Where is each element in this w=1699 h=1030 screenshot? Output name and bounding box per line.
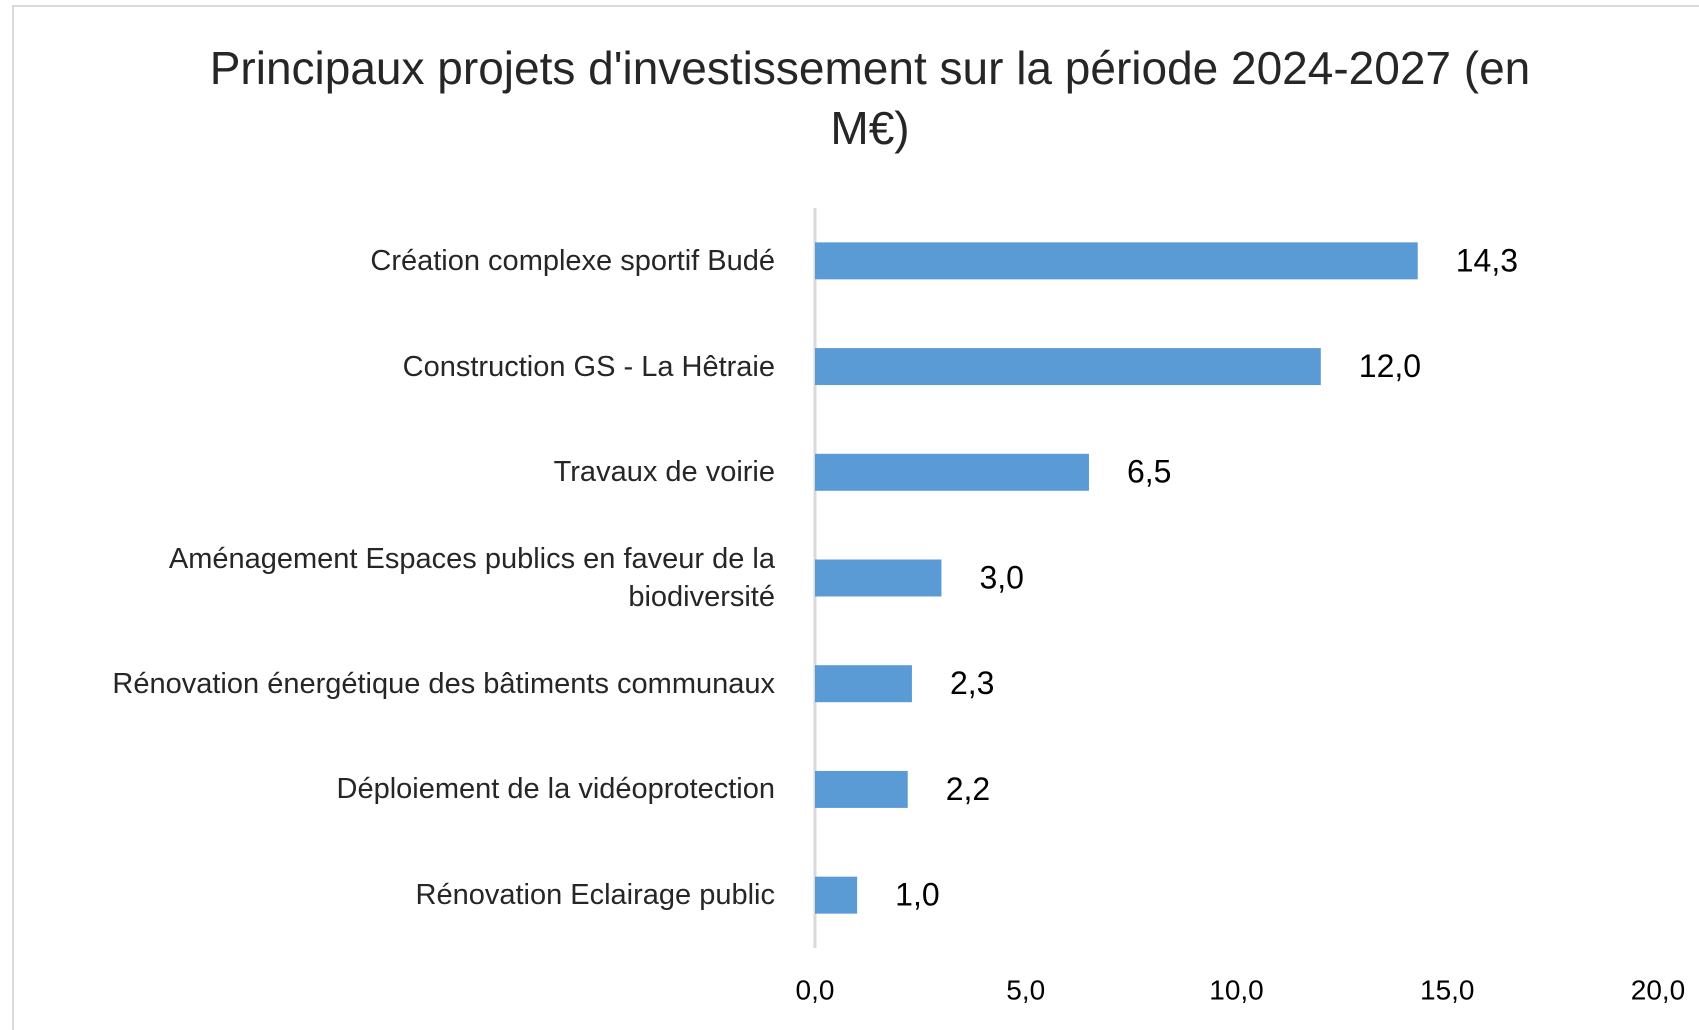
x-tick-label: 0,0 [796, 974, 835, 1005]
y-tick-label: Travaux de voirie [553, 456, 775, 489]
y-tick-label: Rénovation énergétique des bâtiments com… [112, 667, 775, 700]
x-tick-label: 5,0 [1006, 974, 1045, 1005]
data-label: 3,0 [979, 559, 1023, 595]
bar [815, 453, 1089, 491]
y-tick-label: Aménagement Espaces publics en faveur de… [168, 543, 775, 613]
data-label: 1,0 [895, 877, 939, 913]
data-label: 12,0 [1359, 348, 1421, 384]
data-label: 14,3 [1456, 242, 1518, 278]
bar [815, 559, 942, 597]
bar [815, 242, 1418, 280]
data-label: 2,3 [950, 665, 994, 701]
x-tick-label: 15,0 [1420, 974, 1475, 1005]
bar [815, 876, 858, 914]
data-label: 2,2 [946, 771, 990, 807]
y-tick-label: Construction GS - La Hêtraie [402, 350, 775, 383]
bar [815, 665, 912, 703]
y-tick-label: Création complexe sportif Budé [370, 244, 775, 277]
chart-border [12, 5, 1699, 1030]
x-tick-label: 10,0 [1209, 974, 1264, 1005]
x-tick-label: 20,0 [1631, 974, 1686, 1005]
chart-title: Principaux projets d'investissement sur … [209, 42, 1531, 154]
data-label: 6,5 [1127, 454, 1171, 490]
bar [815, 770, 908, 808]
y-tick-label: Rénovation Eclairage public [415, 879, 776, 912]
y-tick-label: Déploiement de la vidéoprotection [336, 773, 776, 806]
bar [815, 348, 1321, 386]
